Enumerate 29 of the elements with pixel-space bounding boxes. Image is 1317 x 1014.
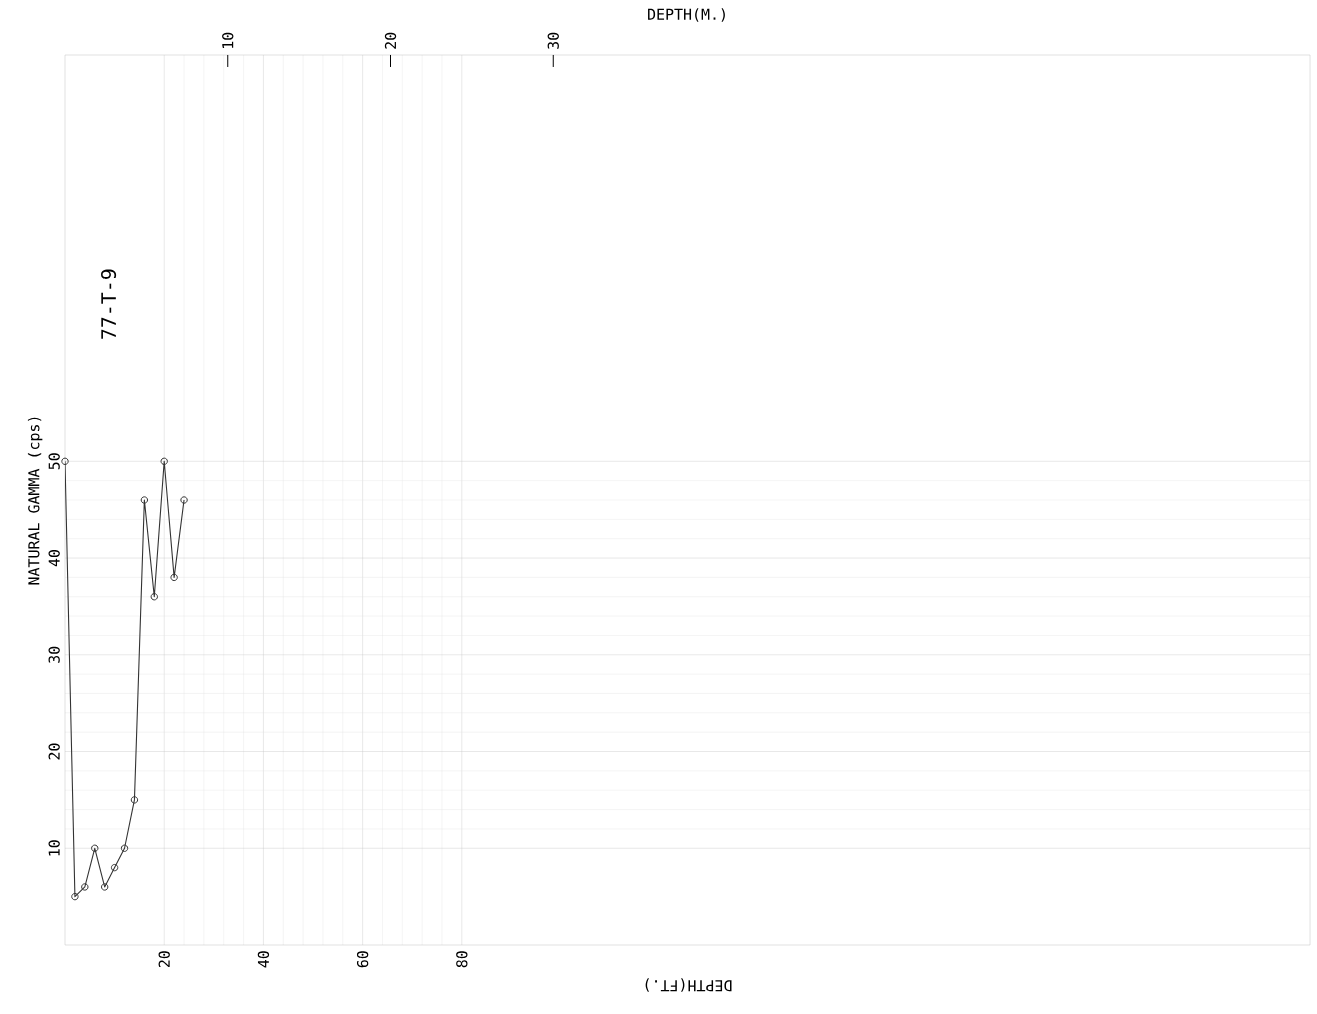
point: [170, 573, 178, 582]
x2-tick-label: 20: [384, 32, 397, 49]
y-tick-label: 30: [48, 646, 60, 663]
x2-tick-label: 10: [222, 32, 234, 48]
point: [110, 863, 119, 872]
y-axis-title: NATURAL GAMMA (cps): [27, 417, 43, 585]
point: [120, 844, 129, 852]
y-tick-label: 20: [48, 743, 60, 760]
y-tick-label: 40: [48, 550, 60, 567]
point: [130, 796, 139, 804]
x-axis-title: DEPTH(FT.): [645, 978, 732, 992]
point: [140, 496, 149, 504]
point: [100, 883, 109, 891]
point: [180, 496, 188, 504]
x-tick-label: 60: [356, 951, 369, 968]
point: [91, 844, 99, 852]
point: [160, 457, 168, 465]
y-tick-label: 10: [48, 840, 60, 856]
point: [61, 457, 69, 465]
point: [81, 883, 89, 891]
x2-axis-title: DEPTH(M.): [648, 8, 725, 22]
annotation: 77-T-9: [101, 269, 117, 339]
point: [71, 892, 79, 901]
x-tick-label: 80: [456, 951, 468, 968]
x-tick-label: 20: [158, 951, 170, 968]
point: [150, 593, 158, 601]
y-tick-label: 50: [48, 453, 60, 470]
x-tick-label: 40: [257, 951, 270, 968]
x2-tick-label: 30: [547, 32, 559, 49]
